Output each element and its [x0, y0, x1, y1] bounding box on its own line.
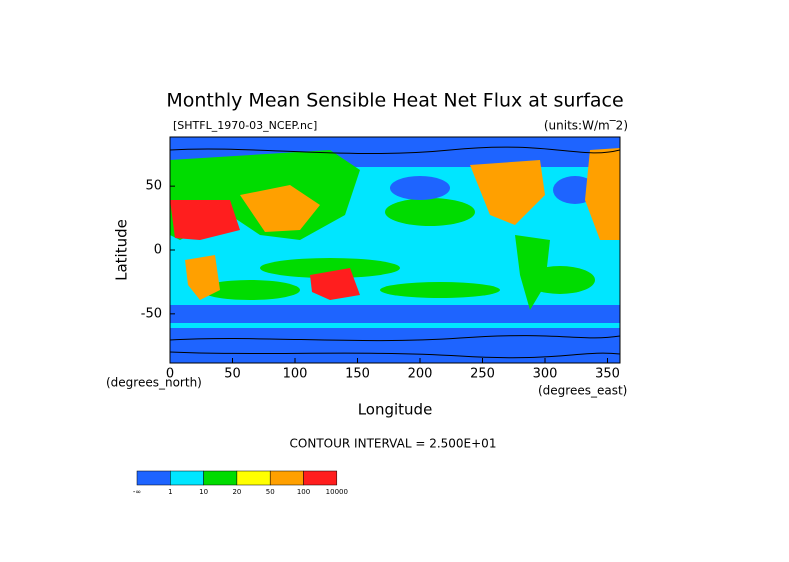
- pacific-band: [260, 258, 400, 278]
- x-tick-label: 50: [224, 367, 241, 382]
- x-label: Longitude: [358, 401, 433, 419]
- east-edge: [585, 148, 620, 240]
- colorbar-label: 10000: [326, 488, 348, 496]
- x-tick-label: 100: [283, 367, 308, 382]
- australia: [310, 268, 360, 300]
- colorbar-box: [136, 470, 171, 486]
- x-unit: (degrees_east): [538, 384, 627, 398]
- colorbar-box: [203, 470, 238, 486]
- x-tick-label: 150: [345, 367, 370, 382]
- contour-line: [170, 351, 620, 359]
- colorbar-box: [303, 470, 338, 486]
- x-tick-label: 350: [595, 367, 620, 382]
- y-tick-label: 0: [154, 243, 162, 258]
- colorbar-box: [236, 470, 271, 486]
- x-tick-label: 300: [533, 367, 558, 382]
- colorbar-box: [170, 470, 204, 486]
- colorbar-box: [269, 470, 304, 486]
- colorbar-label: 50: [266, 488, 275, 496]
- indian-band: [200, 280, 300, 300]
- pacific-band: [380, 282, 500, 298]
- x-tick-label: 250: [470, 367, 495, 382]
- file-label: [SHTFL_1970-03_NCEP.nc]: [173, 119, 317, 132]
- colorbar-label: 1: [168, 488, 172, 496]
- antarctic: [170, 328, 620, 363]
- y-unit: (degrees_north): [106, 376, 202, 390]
- pacific-band: [385, 198, 475, 226]
- x-tick-label: 0: [166, 367, 174, 382]
- colorbar-label: 20: [232, 488, 241, 496]
- africa-south: [185, 255, 220, 300]
- southern-ocean: [170, 305, 620, 323]
- map-field: [170, 137, 620, 363]
- asia-south: [240, 185, 320, 232]
- contour-line: [170, 146, 620, 154]
- units-label: (units:W/m‾2): [544, 119, 628, 133]
- colorbar-label: 100: [297, 488, 310, 496]
- contour-line: [170, 335, 620, 342]
- colorbar-label: 10: [199, 488, 208, 496]
- y-tick-label: -50: [141, 306, 162, 321]
- contour-note: CONTOUR INTERVAL = 2.500E+01: [290, 437, 497, 451]
- x-tick-label: 200: [408, 367, 433, 382]
- colorbar-label: -∞: [133, 488, 141, 496]
- sahara: [170, 200, 240, 240]
- north-america: [470, 160, 545, 225]
- y-tick-label: 50: [145, 179, 162, 194]
- north-pacific: [390, 176, 450, 200]
- y-label: Latitude: [113, 219, 131, 281]
- south-america: [515, 235, 550, 310]
- title: Monthly Mean Sensible Heat Net Flux at s…: [166, 90, 623, 112]
